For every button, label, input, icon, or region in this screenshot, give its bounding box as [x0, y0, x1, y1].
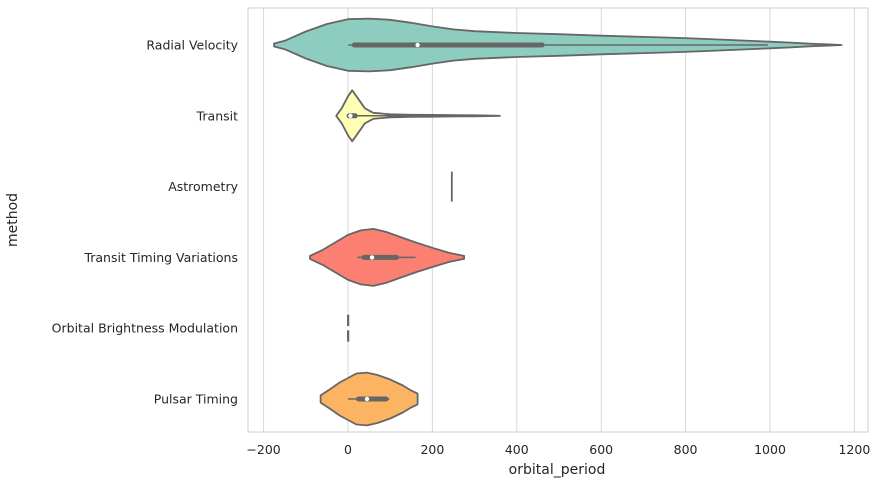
violin-transit-timing-variations	[309, 228, 465, 287]
x-tick-label: 600	[589, 442, 613, 457]
grid-lines	[263, 8, 855, 432]
y-tick-label: Transit	[196, 108, 239, 123]
y-tick-label: Radial Velocity	[146, 38, 238, 53]
violin-transit	[335, 89, 501, 143]
x-axis-title: orbital_period	[509, 462, 606, 478]
y-tick-label: Orbital Brightness Modulation	[52, 321, 238, 336]
x-tick-label: 1000	[754, 442, 786, 457]
x-tick-label: −200	[246, 442, 280, 457]
x-tick-label: 400	[505, 442, 529, 457]
x-axis-ticks: −200 0 200 400 600 800 1000 1200	[246, 442, 870, 457]
median-point	[364, 396, 370, 402]
plot-frame	[247, 7, 869, 433]
y-tick-label: Astrometry	[168, 179, 238, 194]
violin-pulsar-timing	[319, 371, 419, 427]
plot-background	[248, 8, 868, 432]
y-axis-ticks: Radial Velocity Transit Astrometry Transit …	[52, 38, 239, 407]
violin-radial-velocity	[273, 17, 843, 73]
median-point	[345, 326, 351, 331]
y-tick-label: Pulsar Timing	[154, 392, 238, 407]
y-tick-label: Transit Timing Variations	[83, 250, 238, 265]
median-point	[369, 255, 375, 260]
median-point	[348, 113, 353, 119]
x-tick-label: 200	[420, 442, 444, 457]
violin-orbital-brightness-modulation	[345, 314, 351, 342]
violins	[273, 17, 843, 427]
median-point	[415, 42, 420, 48]
x-tick-label: 1200	[838, 442, 870, 457]
x-tick-label: 800	[674, 442, 698, 457]
x-tick-label: 0	[344, 442, 352, 457]
y-axis-title: method	[5, 193, 21, 247]
